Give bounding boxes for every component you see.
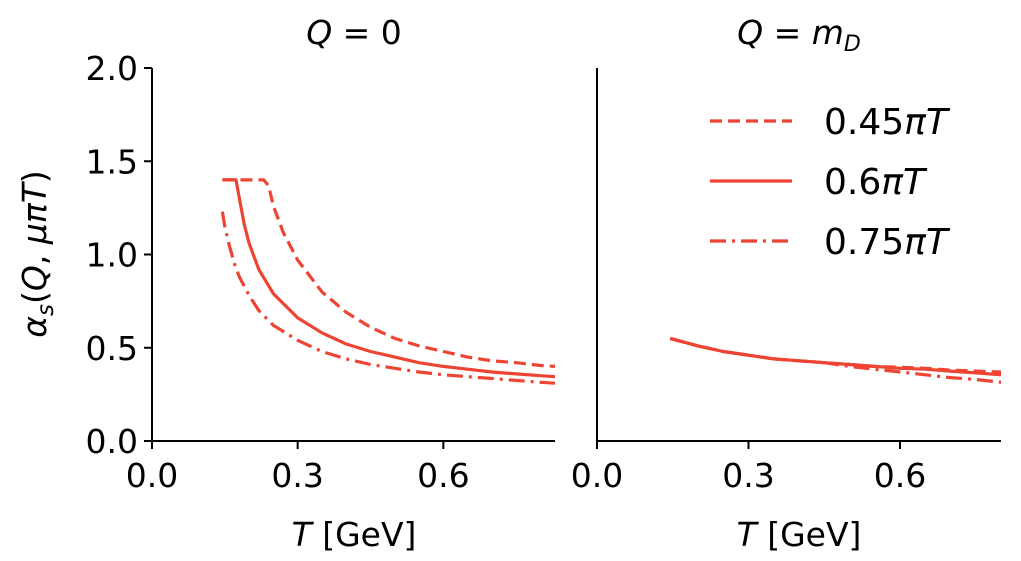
series-line-dashdot — [220, 211, 556, 385]
y-tick-label: 2.0 — [86, 49, 138, 88]
y-tick-label: 1.0 — [86, 236, 138, 275]
x-tick-label: 0.3 — [722, 456, 774, 495]
x-tick-label: 0.0 — [126, 456, 178, 495]
legend: 0.45πT 0.6πT 0.75πT — [710, 102, 951, 263]
x-tick-label: 0.3 — [271, 456, 323, 495]
y-tick-label: 1.5 — [86, 142, 138, 181]
x-tick-label: 0.6 — [874, 456, 926, 495]
x-tick-label: 0.6 — [417, 456, 469, 495]
panel-title-right: Q = mD — [737, 13, 861, 57]
y-tick-label: 0.0 — [86, 422, 138, 461]
series-line-solid — [222, 178, 556, 379]
y-tick-label: 0.5 — [86, 329, 138, 368]
x-axis-title-left: T [GeV] — [292, 515, 417, 554]
series-line-dashed — [669, 336, 1002, 374]
legend-label: 0.75πT — [824, 222, 951, 263]
series-line-solid — [669, 336, 1002, 377]
right-panel: 0.0 0.3 0.6 — [571, 68, 1002, 495]
left-panel: 0.0 0.3 0.6 0.0 0.5 1.0 1.5 2.0 — [86, 49, 556, 495]
x-tick-label: 0.0 — [571, 456, 623, 495]
legend-label: 0.45πT — [824, 102, 951, 143]
title-left-rest: = 0 — [332, 13, 402, 52]
y-axis-title: αs(Q, μπT) — [15, 170, 59, 338]
legend-label: 0.6πT — [824, 162, 928, 203]
series-line-dashed — [222, 178, 556, 368]
title-q-var: Q — [737, 13, 763, 52]
panel-title-left: Q = 0 — [306, 13, 402, 52]
x-axis-title-right: T [GeV] — [737, 515, 862, 554]
series-line-dashdot — [669, 336, 1002, 384]
title-d-subscript: D — [844, 32, 861, 57]
title-q-var: Q — [306, 13, 332, 52]
title-m-var: m — [812, 13, 844, 52]
title-right-eq: = — [763, 13, 812, 52]
